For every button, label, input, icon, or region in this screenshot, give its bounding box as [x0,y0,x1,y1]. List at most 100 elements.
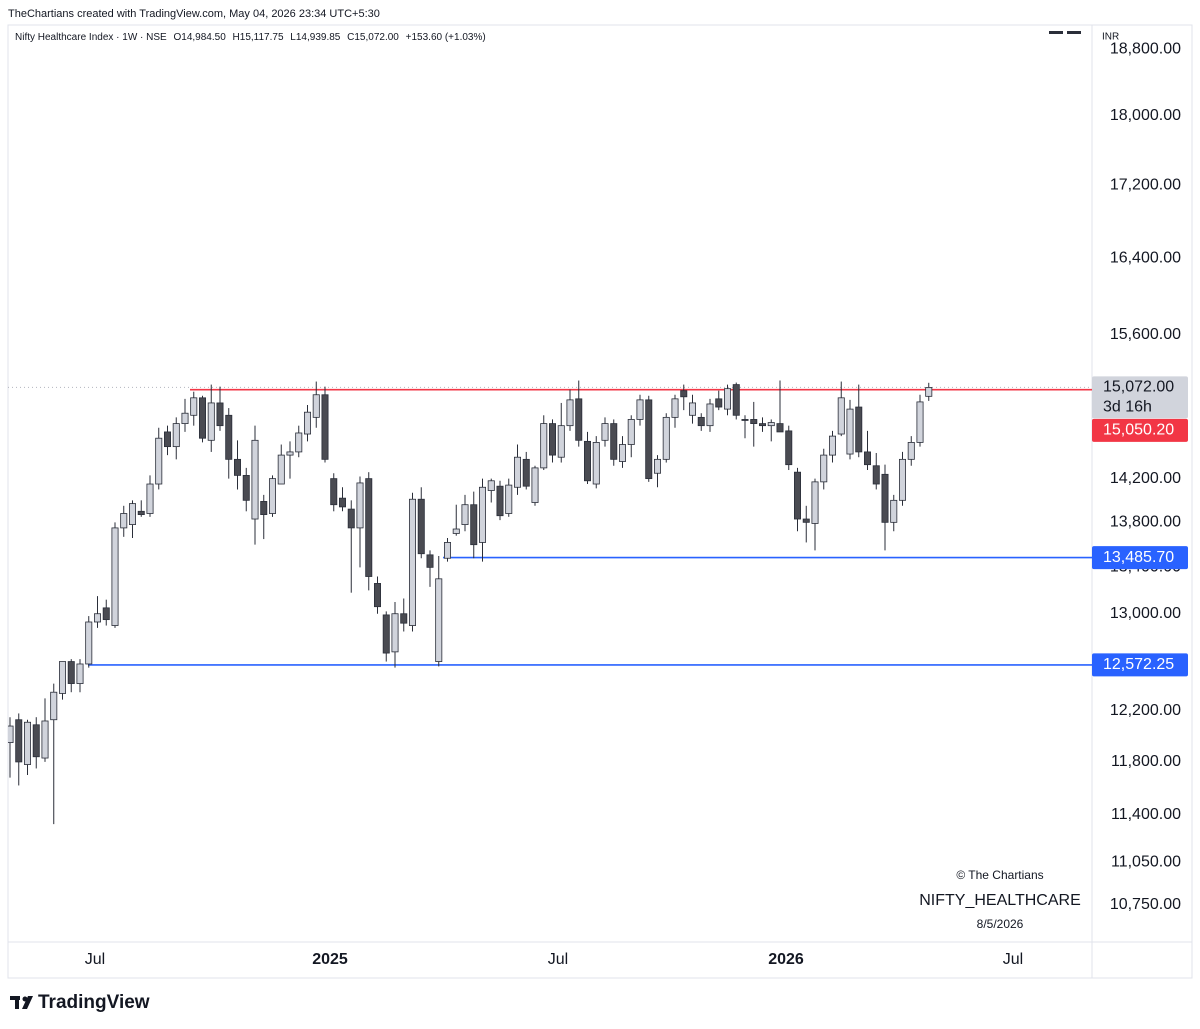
candle [837,381,845,437]
candle [41,698,49,762]
candle [59,661,67,700]
candle-body [575,398,583,441]
candle-body [496,485,504,517]
candle-body [155,437,163,485]
candle [478,478,486,562]
candle [907,436,915,466]
candle [671,394,679,428]
candle [330,473,338,512]
candle [163,425,171,456]
candle [443,537,451,562]
candle [584,431,592,485]
candle [225,408,233,479]
plot-area [8,380,1092,825]
legend-symbol: Nifty Healthcare Index · 1W · NSE [15,32,167,43]
candle-body [207,402,215,441]
candle [190,391,198,426]
candle [811,478,819,551]
candle [251,425,259,545]
toolbar-icon [1049,31,1063,34]
candle [67,659,75,693]
candle-body [654,458,662,474]
candle-body [820,454,828,483]
candle [137,500,145,517]
candle [15,713,23,786]
candle-body [216,402,224,427]
candle-body [172,423,180,448]
candle [566,389,574,431]
candle-body [32,724,40,758]
candle-body [190,397,198,416]
x-tick-label: Jul [1003,951,1023,968]
candle-body [662,416,670,460]
candle-body [627,419,635,445]
y-tick-label: 12,200.00 [1110,702,1181,719]
candle-body [802,518,810,523]
candle-body [829,435,837,456]
candle-body [566,399,574,427]
last-price-box [1092,376,1188,419]
candle-body [592,442,600,485]
watermark-symbol: NIFTY_HEALTHCARE [919,892,1081,909]
candle-body [697,416,705,427]
candle [128,500,136,538]
candle-body [426,554,434,568]
candle [855,384,863,458]
candle-body [225,414,233,460]
watermark-date: 8/5/2026 [977,917,1024,931]
candle [382,611,390,662]
candle [94,596,102,628]
candle [514,444,522,495]
candle-body [128,503,136,525]
candle [899,451,907,506]
candle-body [137,510,145,516]
candle-body [540,423,548,469]
legend-high: H15,117.75 [233,32,284,43]
candle-body [872,465,880,485]
level-label-box [1092,653,1188,677]
candle [610,419,618,466]
chart-frame [7,24,1193,979]
candle [216,386,224,431]
candle [925,382,933,401]
candle-body [452,528,460,534]
candle-body [59,661,67,694]
candle [400,598,408,632]
candle-body [601,423,609,441]
last-price-label: 15,072.00 [1103,379,1174,396]
candle-body [8,725,14,744]
candle-body [619,444,627,462]
header-text: TheChartians created with TradingView.co… [8,8,380,20]
legend-close: C15,072.00 [347,32,399,43]
candle [303,404,311,442]
candle-body [260,501,268,516]
candle-body [382,614,390,654]
candle [785,425,793,471]
candle [645,395,653,482]
candle [820,448,828,490]
candle-body [163,431,171,448]
y-tick-label: 16,400.00 [1110,249,1181,266]
candle-body [478,486,486,543]
candle-body [356,482,364,529]
candle-body [312,394,320,418]
candle-body [277,454,285,485]
candle [697,413,705,431]
candle-body [41,720,49,759]
candle [233,440,241,490]
candle-body [732,384,740,416]
candle [286,441,294,479]
candle [356,476,364,568]
candle-body [522,458,530,487]
legend-change: +153.60 (+1.03%) [406,32,486,43]
candle-body [50,691,58,721]
brand-logo [10,996,33,1009]
candle [741,415,749,439]
candle [260,494,268,540]
candle [50,683,58,825]
candle [715,390,723,411]
candle [846,399,854,460]
candle [32,717,40,769]
candle-body [645,399,653,480]
